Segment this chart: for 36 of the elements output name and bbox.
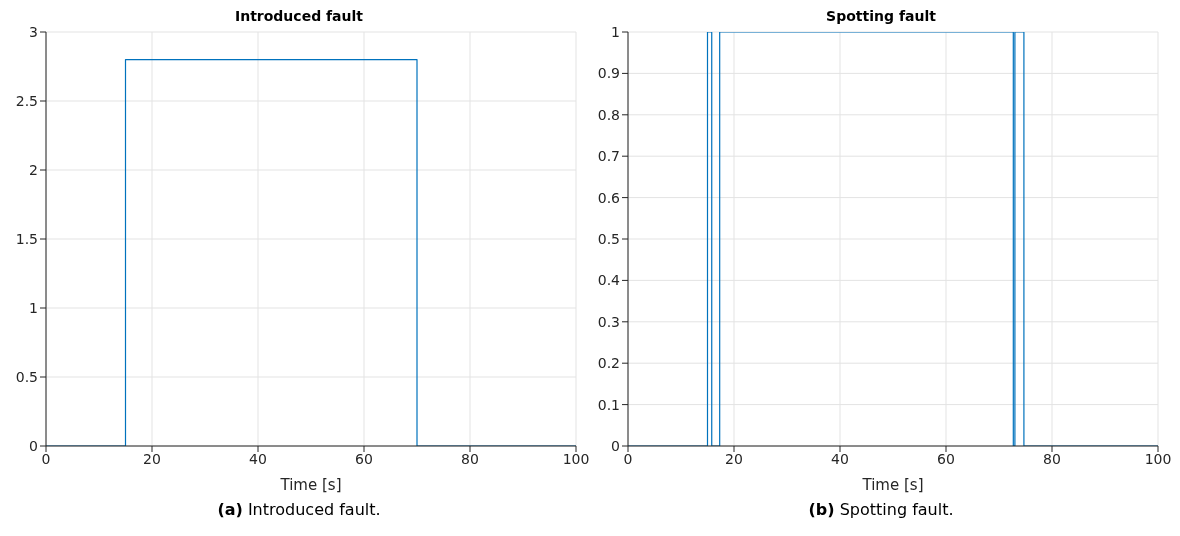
y-tick-label: 1	[611, 23, 620, 40]
x-tick-label: 100	[1144, 450, 1172, 467]
x-tick-label: 20	[143, 450, 161, 467]
text: (b) Spotting fault.	[807, 500, 955, 519]
y-tick-label: 2	[29, 161, 38, 178]
x-tick-label: 60	[937, 450, 955, 467]
x-tick-label: 60	[355, 450, 373, 467]
y-tick-label: 3	[29, 23, 38, 40]
y-tick-label: 0	[29, 437, 38, 454]
y-tick-label: 1.5	[15, 230, 38, 247]
x-tick-label: 80	[461, 450, 479, 467]
x-tick-label: 0	[623, 450, 633, 467]
chart-title: Spotting fault	[825, 8, 937, 24]
y-tick-label: 2.5	[15, 92, 38, 109]
y-tick-label: 0.6	[597, 189, 621, 206]
x-tick-label: 20	[725, 450, 743, 467]
y-tick-label: 0.5	[15, 368, 38, 385]
x-tick-label: 40	[249, 450, 267, 467]
x-tick-label: 0	[41, 450, 51, 467]
y-tick-label: 0.7	[597, 148, 620, 165]
text: (a) Introduced fault.	[216, 500, 382, 519]
y-tick-label: 0.3	[597, 313, 620, 330]
x-axis-title: Time [s]	[861, 476, 924, 494]
y-tick-label: 0.4	[597, 272, 621, 289]
y-tick-label: 0.9	[597, 65, 620, 82]
chart-title: Introduced fault	[233, 8, 365, 24]
y-tick-label: 0	[611, 437, 620, 454]
y-tick-label: 0.8	[597, 106, 620, 123]
y-tick-label: 0.5	[597, 230, 620, 247]
y-tick-label: 1	[29, 299, 38, 316]
x-tick-label: 100	[562, 450, 590, 467]
y-tick-label: 0.2	[597, 355, 620, 372]
x-axis-title: Time [s]	[279, 476, 342, 494]
y-tick-label: 0.1	[597, 396, 620, 413]
x-tick-label: 80	[1043, 450, 1061, 467]
x-tick-label: 40	[831, 450, 849, 467]
